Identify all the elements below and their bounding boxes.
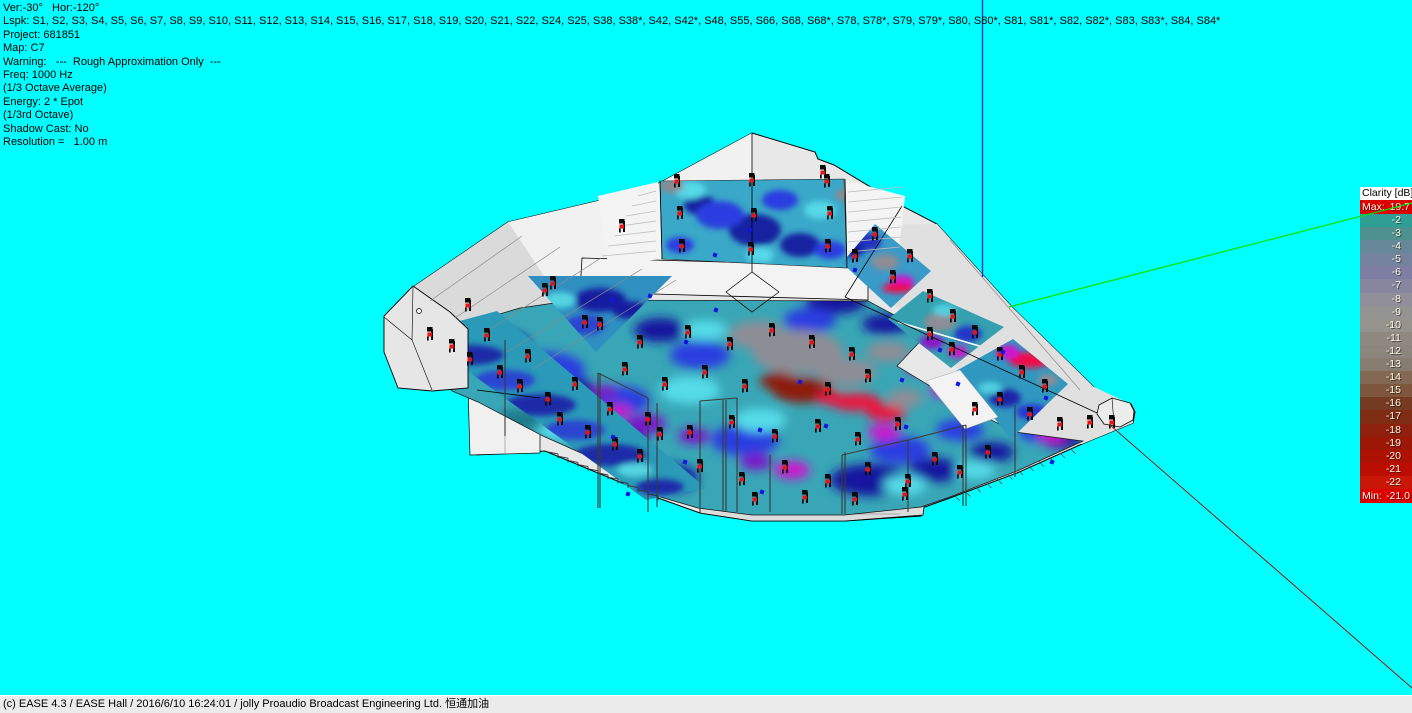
legend-scale-row: -18 — [1360, 423, 1412, 437]
legend-scale-row: -9 — [1360, 305, 1412, 319]
listener-marker-icon — [955, 381, 961, 387]
legend-scale-row: -2 — [1360, 214, 1412, 228]
status-bar: (c) EASE 4.3 / EASE Hall / 2016/6/10 16:… — [0, 695, 1412, 713]
legend-scale-row: -13 — [1360, 358, 1412, 372]
listener-marker-icon — [899, 377, 905, 383]
clarity-legend: Clarity [dB] Max: 19.7 -2 -3 -4 -5 -6 -7 -8 -9-… — [1360, 187, 1412, 503]
marker-layer — [609, 227, 1055, 497]
listener-marker-icon — [797, 379, 803, 385]
legend-scale-row: -7 — [1360, 279, 1412, 293]
legend-min-row: Min: -21.0 — [1360, 488, 1412, 503]
listener-marker-icon — [682, 459, 688, 465]
legend-scale-row: -17 — [1360, 410, 1412, 424]
listener-marker-icon — [823, 423, 829, 429]
legend-max-row: Max: 19.7 — [1360, 200, 1412, 214]
listener-marker-icon — [747, 227, 753, 233]
legend-scale-row: -5 — [1360, 253, 1412, 267]
legend-scale-row: -15 — [1360, 384, 1412, 398]
listener-marker-icon — [647, 293, 653, 299]
balcony-fascia — [925, 369, 999, 430]
pick-ray-line — [1109, 424, 1412, 689]
legend-min-label: Min: — [1362, 489, 1382, 502]
listener-marker-icon — [757, 427, 763, 433]
status-bar-text: (c) EASE 4.3 / EASE Hall / 2016/6/10 16:… — [3, 698, 490, 710]
listener-marker-icon — [625, 491, 631, 497]
info-line: Shadow Cast: No — [3, 122, 89, 135]
clarity-map-choir — [659, 178, 848, 269]
legend-scale-row: -14 — [1360, 371, 1412, 385]
info-panel: Ver:-30° Hor:-120° Lspk: S1, S2, S3, S4, … — [3, 2, 1220, 149]
listener-marker-icon — [903, 424, 909, 430]
legend-scale-row: -6 — [1360, 266, 1412, 280]
legend-scale-row: -11 — [1360, 331, 1412, 345]
legend-scale-row: -19 — [1360, 436, 1412, 450]
legend-scale-row: -22 — [1360, 475, 1412, 489]
legend-scale-row: -21 — [1360, 462, 1412, 476]
legend-title: Clarity [dB] — [1360, 187, 1412, 200]
legend-scale-row: -4 — [1360, 240, 1412, 254]
listener-marker-icon — [759, 489, 765, 495]
structure-edges — [476, 133, 1109, 419]
info-line: Project: 681851 — [3, 28, 81, 41]
info-line: Lspk: S1, S2, S3, S4, S5, S6, S7, S8, S9… — [3, 15, 1221, 28]
info-line: Resolution = 1.00 m — [3, 136, 108, 149]
info-line: Energy: 2 * Epot — [3, 95, 84, 108]
listener-marker-icon — [712, 252, 718, 258]
listener-marker-icon — [713, 307, 719, 313]
legend-scale: -2 -3 -4 -5 -6 -7 -8 -9 -10 -11 -12 -13 -14 -15 -16 -17… — [1360, 214, 1412, 489]
listener-marker-icon — [937, 347, 943, 353]
listener-marker-icon — [610, 434, 616, 440]
listener-marker-icon — [1043, 395, 1049, 401]
legend-scale-row: -12 — [1360, 344, 1412, 359]
legend-scale-row: -20 — [1360, 449, 1412, 463]
listener-marker-icon — [1000, 349, 1006, 355]
legend-scale-row: -16 — [1360, 397, 1412, 411]
legend-scale-row: -3 — [1360, 227, 1412, 241]
info-line: (1/3 Octave Average) — [3, 82, 107, 95]
info-line: (1/3rd Octave) — [3, 109, 74, 122]
info-line: Freq: 1000 Hz — [3, 69, 73, 82]
info-line: Map: C7 — [3, 42, 45, 55]
legend-scale-row: -10 — [1360, 318, 1412, 332]
entrance-structure — [383, 285, 469, 392]
legend-max-label: Max: — [1362, 201, 1385, 213]
listener-marker-icon — [609, 297, 615, 303]
legend-scale-row: -8 — [1360, 292, 1412, 306]
right-block — [1096, 397, 1135, 428]
listener-marker-icon — [852, 267, 858, 273]
legend-max-value: 19.7 — [1389, 201, 1410, 213]
legend-min-value: -21.0 — [1386, 489, 1410, 502]
listener-marker-icon — [683, 339, 689, 345]
info-line: Warning: --- Rough Approximation Only --… — [3, 55, 221, 68]
listener-marker-icon — [1049, 459, 1055, 465]
info-line: Ver:-30° Hor:-120° — [3, 2, 100, 14]
